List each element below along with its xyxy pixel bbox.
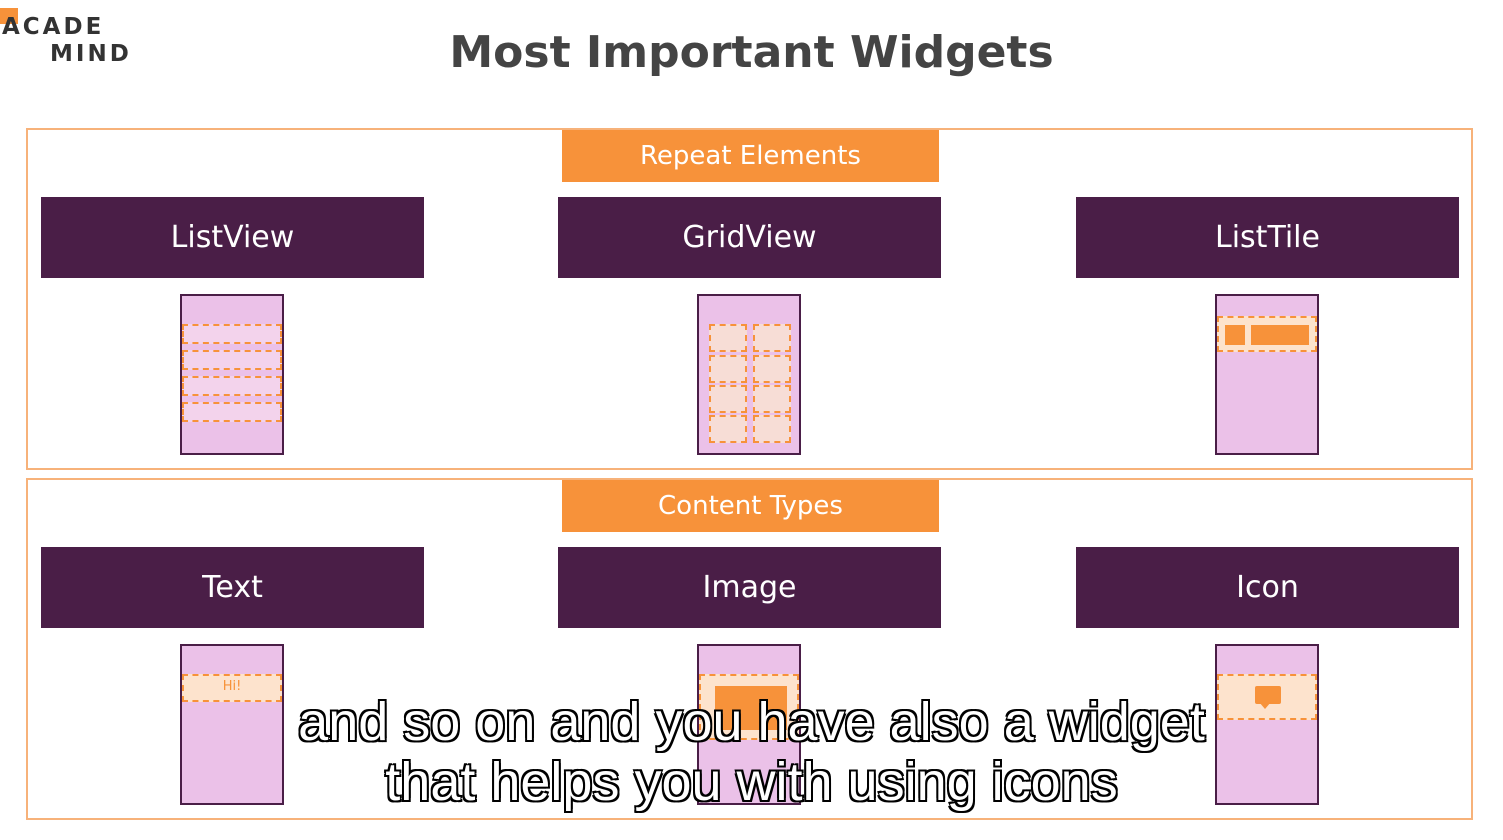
grid-cell <box>753 385 791 413</box>
image-illustration <box>697 644 801 805</box>
academind-logo: ACADE MIND <box>0 8 140 68</box>
section-repeat-elements: Repeat Elements ListView GridView ListTi… <box>26 128 1473 470</box>
icon-row <box>1217 674 1317 720</box>
widget-label-listtile: ListTile <box>1076 197 1459 278</box>
list-row <box>182 402 282 422</box>
list-row <box>182 350 282 370</box>
page-title: Most Important Widgets <box>449 27 1054 78</box>
grid-cell <box>709 415 747 443</box>
chat-bubble-icon <box>1255 686 1281 704</box>
list-row <box>182 324 282 344</box>
chat-bubble-tail <box>1259 702 1271 709</box>
logo-text-line2: MIND <box>50 41 132 67</box>
subtitle-line-2: that helps you with using icons <box>384 751 1118 813</box>
grid-cell <box>753 415 791 443</box>
text-row: Hi! <box>182 674 282 702</box>
widget-label-icon: Icon <box>1076 547 1459 628</box>
listview-illustration <box>180 294 284 455</box>
list-row <box>182 376 282 396</box>
section-content-types: Content Types Text Image Icon Hi! <box>26 478 1473 820</box>
section-header: Content Types <box>562 480 939 532</box>
widget-label-image: Image <box>558 547 941 628</box>
text-illustration: Hi! <box>180 644 284 805</box>
grid-cell <box>709 385 747 413</box>
gridview-illustration <box>697 294 801 455</box>
listtile-illustration <box>1215 294 1319 455</box>
image-placeholder-icon <box>715 686 787 730</box>
sample-text: Hi! <box>222 679 242 694</box>
video-subtitle: and so on and you have also a widget tha… <box>0 691 1503 813</box>
list-tile-row <box>1217 316 1317 352</box>
widget-label-gridview: GridView <box>558 197 941 278</box>
tile-leading <box>1225 325 1245 345</box>
grid-cell <box>709 355 747 383</box>
tile-title <box>1251 325 1309 345</box>
widget-label-text: Text <box>41 547 424 628</box>
grid-cell <box>709 324 747 352</box>
section-header: Repeat Elements <box>562 130 939 182</box>
grid-cell <box>753 324 791 352</box>
icon-illustration <box>1215 644 1319 805</box>
widget-label-listview: ListView <box>41 197 424 278</box>
subtitle-line-1: and so on and you have also a widget <box>297 691 1206 753</box>
logo-mark <box>0 8 18 24</box>
grid-cell <box>753 355 791 383</box>
logo-text-line1: ACADE <box>2 14 105 40</box>
image-row <box>699 674 799 740</box>
